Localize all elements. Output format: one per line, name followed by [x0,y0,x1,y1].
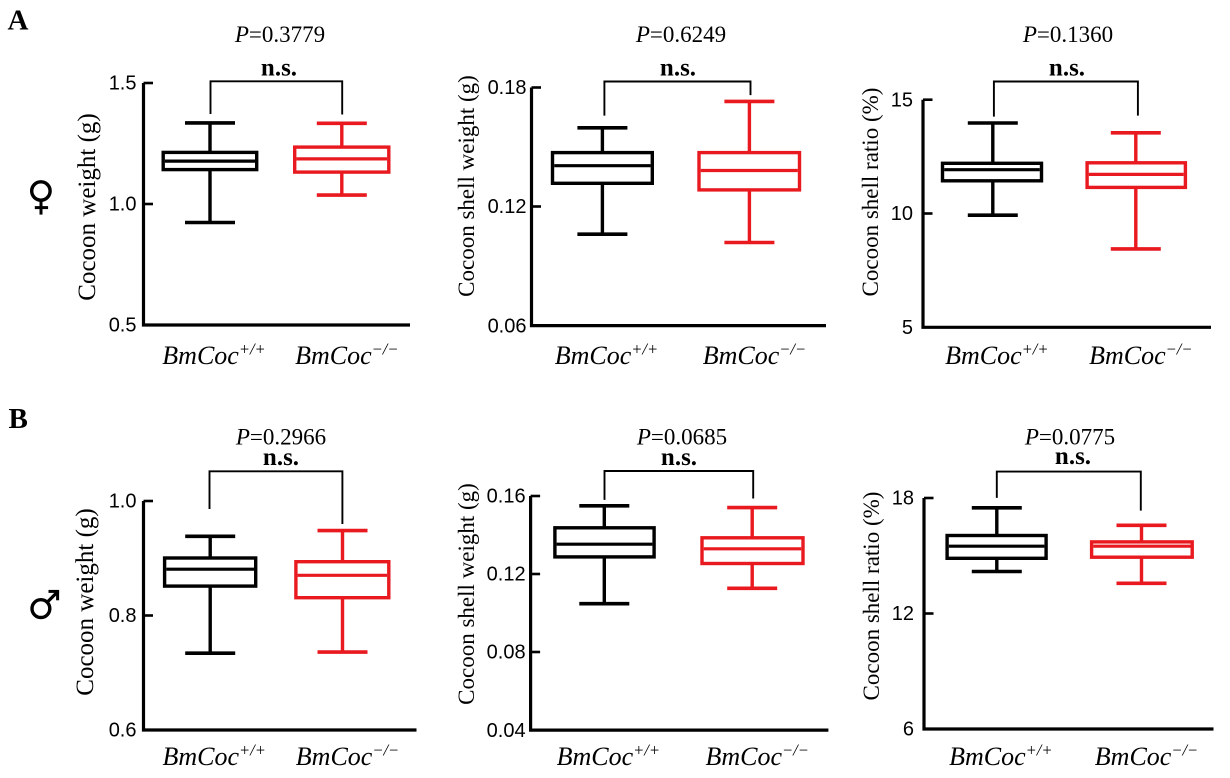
svg-text:Cocoon shell ratio (%): Cocoon shell ratio (%) [858,88,883,297]
svg-text:1.0: 1.0 [109,491,137,513]
svg-text:12: 12 [892,603,914,625]
svg-text:P=0.0685: P=0.0685 [636,424,727,449]
svg-text:0.5: 0.5 [109,315,137,337]
svg-text:10: 10 [891,203,913,225]
svg-text:n.s.: n.s. [1049,55,1085,82]
svg-text:P=0.0775: P=0.0775 [1024,424,1115,449]
svg-text:18: 18 [892,488,914,510]
svg-text:A: A [8,4,29,36]
svg-text:0.12: 0.12 [487,564,526,586]
svg-text:6: 6 [903,719,914,741]
svg-text:n.s.: n.s. [1055,443,1091,470]
svg-text:B: B [9,403,28,435]
svg-text:P=0.6249: P=0.6249 [635,22,726,47]
svg-text:Cocoon weight (g): Cocoon weight (g) [72,508,99,695]
svg-text:15: 15 [891,89,913,111]
svg-text:0.12: 0.12 [488,196,527,218]
svg-text:0.06: 0.06 [488,315,527,337]
svg-text:0.18: 0.18 [488,77,527,99]
svg-text:n.s.: n.s. [661,444,697,471]
svg-text:0.16: 0.16 [487,486,526,508]
svg-text:Cocoon shell weight (g): Cocoon shell weight (g) [454,483,479,705]
svg-text:1.5: 1.5 [109,73,137,95]
svg-text:0.04: 0.04 [487,720,526,742]
svg-text:1.0: 1.0 [109,194,137,216]
svg-text:0.08: 0.08 [487,642,526,664]
svg-text:P=0.2966: P=0.2966 [235,424,326,449]
svg-text:Cocoon shell ratio (%): Cocoon shell ratio (%) [859,492,884,701]
svg-text:0.6: 0.6 [109,720,137,742]
svg-text:P=0.1360: P=0.1360 [1022,22,1113,47]
svg-text:n.s.: n.s. [660,55,696,82]
svg-text:0.8: 0.8 [109,605,137,627]
svg-text:P=0.3779: P=0.3779 [234,22,325,47]
svg-text:n.s.: n.s. [261,55,297,82]
svg-text:n.s.: n.s. [263,444,299,471]
svg-text:5: 5 [902,317,913,339]
svg-text:BmCoc+/+: BmCoc+/+ [162,340,265,371]
svg-text:Cocoon weight (g): Cocoon weight (g) [74,113,101,300]
svg-text:Cocoon shell weight (g): Cocoon shell weight (g) [454,75,479,297]
